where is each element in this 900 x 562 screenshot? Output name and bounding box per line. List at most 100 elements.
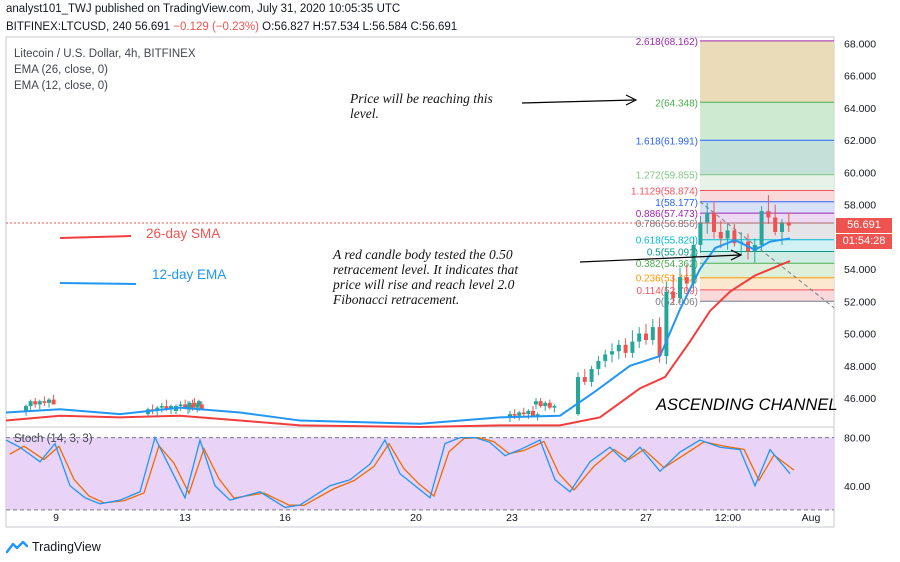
candle-body <box>33 401 38 405</box>
candle-body <box>47 399 51 403</box>
target-annotation: Price will be reaching this level. <box>350 91 493 121</box>
fib-level-label: 0.618(55.820) <box>636 236 698 247</box>
price-axis: 46.00048.00050.00052.00054.00056.00058.0… <box>844 38 876 405</box>
symbol-quote-line: BITFINEX:LTCUSD, 240 56.691 −0.129 (−0.2… <box>6 21 457 33</box>
fib-level-label: 1(58.177) <box>655 198 698 209</box>
stoch-k-line <box>5 435 791 509</box>
candle-body <box>535 414 540 416</box>
tradingview-logo[interactable]: TradingView <box>6 538 101 556</box>
fib-trend-line <box>699 201 835 309</box>
price-tick-label: 68.000 <box>844 38 876 50</box>
fib-level-label: 2.618(68.162) <box>636 37 698 48</box>
ema26-label: EMA (26, close, 0) <box>14 64 108 76</box>
candle-body <box>759 211 764 245</box>
candle-body <box>190 404 195 408</box>
candle-body <box>42 401 47 403</box>
sma-legend-label: 26-day SMA <box>146 226 221 241</box>
fib-level-label: 0.786(56.856) <box>636 219 698 230</box>
ema-legend-label: 12-day EMA <box>152 267 227 282</box>
candle-body <box>684 277 689 284</box>
stochastic-panel: 80.00 40.00 <box>5 433 870 511</box>
time-tick-label: 20 <box>410 512 422 524</box>
candle-body <box>28 401 33 407</box>
fib-level-label: 0.886(57.473) <box>636 209 698 220</box>
candle-body <box>552 406 557 408</box>
last-price-tag: 56.691 <box>836 218 892 233</box>
candle-body <box>725 230 730 239</box>
fib-zone <box>700 213 834 224</box>
candle-body <box>671 291 676 299</box>
fib-zone <box>700 289 834 302</box>
retrace-arrow-head <box>730 249 743 261</box>
target-arrow-shaft <box>521 99 635 104</box>
retrace-arrow-shaft <box>579 254 741 263</box>
fib-level-label: 0.114(52.709) <box>636 286 698 297</box>
fib-level-label: 1.618(61.991) <box>636 136 698 147</box>
ema26-line <box>5 260 791 429</box>
target-arrow-head <box>625 94 638 106</box>
price-tick-label: 64.000 <box>844 103 876 115</box>
candle-body <box>186 404 190 410</box>
price-tick-label: 46.000 <box>844 393 876 405</box>
price-tick-label: 62.000 <box>844 135 876 147</box>
price-tick-label: 54.000 <box>844 264 876 276</box>
candle-body <box>766 211 771 218</box>
fib-zone <box>700 140 834 175</box>
ema12-line <box>5 237 791 425</box>
last-price: 56.691 <box>134 21 171 33</box>
candle-body <box>732 230 737 244</box>
symbol-label: BITFINEX:LTCUSD, 240 <box>6 21 132 33</box>
candle-body <box>596 360 601 369</box>
time-tick-label: 27 <box>640 512 652 524</box>
fib-zone <box>700 102 834 141</box>
ema-legend-swatch <box>59 282 137 285</box>
fib-zone <box>700 277 834 290</box>
price-tick-label: 48.000 <box>844 361 876 373</box>
tradingview-icon <box>6 540 28 554</box>
candle-body <box>718 232 723 239</box>
candle-body <box>508 414 512 418</box>
candle-body <box>630 341 635 353</box>
candle-body <box>24 406 28 411</box>
time-tick-label: 16 <box>279 512 291 524</box>
time-tick-label: 12:00 <box>715 512 741 524</box>
stoch-tick-label: 40.00 <box>844 481 870 493</box>
candle-body <box>51 399 56 405</box>
ema12-label: EMA (12, close, 0) <box>14 80 108 92</box>
fib-level-label: 0.382(54.362) <box>636 259 698 270</box>
candle-body <box>178 404 183 407</box>
fib-level-label: 1.1129(58.874) <box>631 187 698 198</box>
candle-body <box>650 327 655 340</box>
candle-body <box>183 404 188 408</box>
candle-body <box>657 327 662 357</box>
candle-body <box>517 412 522 416</box>
candle-body <box>199 404 204 410</box>
candle-body <box>531 410 535 416</box>
candle-body <box>664 291 669 357</box>
candle-body <box>547 402 552 408</box>
price-change: −0.129 (−0.23%) <box>173 21 259 33</box>
fib-level-label: 0.236(53.462) <box>636 274 698 285</box>
publish-info: analyst101_TWJ published on TradingView.… <box>6 3 401 15</box>
candle-body <box>705 212 710 223</box>
candle-body <box>37 401 42 405</box>
retracement-annotation: A red candle body tested the 0.50 retrac… <box>333 247 519 307</box>
candle-body <box>698 222 703 245</box>
candle-body <box>623 344 628 353</box>
candle-body <box>678 277 682 299</box>
tradingview-wordmark: TradingView <box>32 540 101 554</box>
fib-zone <box>700 251 834 264</box>
candle-body <box>582 377 587 382</box>
candle-body <box>780 222 784 232</box>
candle-body <box>603 354 608 361</box>
candle-body <box>773 217 778 232</box>
annotation-arrows <box>521 94 743 263</box>
time-axis: 9 13 16 20 23 27 12:00 Aug <box>53 512 820 524</box>
stoch-label: Stoch (14, 3, 3) <box>14 433 93 445</box>
candle-body <box>644 333 648 340</box>
fibonacci-extension: 0(52.006)0.114(52.709)0.236(53.462) 0.382… <box>631 37 835 309</box>
candle-body <box>589 368 594 382</box>
candle-body <box>786 222 791 226</box>
candle-body <box>712 212 716 232</box>
